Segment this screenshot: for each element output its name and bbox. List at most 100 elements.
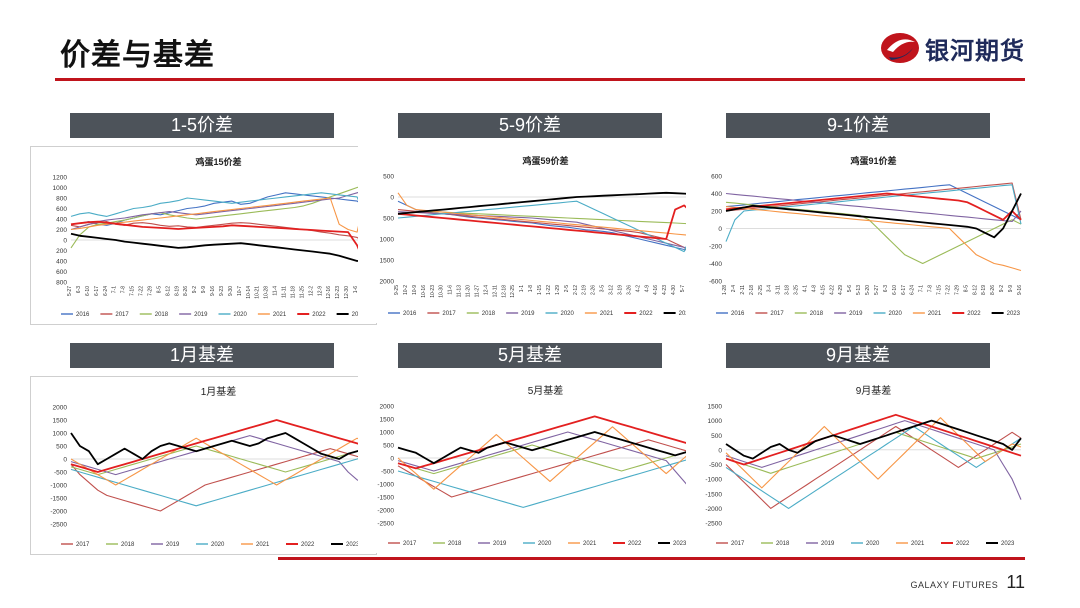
- x-tick-label: 5-6: [847, 285, 853, 292]
- y-tick-label: 1000: [380, 430, 395, 437]
- x-tick-label: 11-25: [299, 286, 305, 299]
- galaxy-logo-icon: [881, 33, 919, 63]
- legend-label: 2017: [403, 541, 417, 547]
- x-tick-label: 4-1: [802, 285, 808, 292]
- series-line-2022: [70, 419, 367, 473]
- legend-label: 2018: [482, 311, 496, 317]
- legend-label: 2019: [166, 542, 180, 548]
- y-tick-label: -2000: [377, 508, 394, 515]
- chart-title: 鸡蛋15价差: [194, 156, 241, 167]
- chart-frame: 5月基差 2000 1500 1000 500 0 -500 -1000 -1500 -2000 -…: [358, 376, 703, 553]
- legend-label: 2020: [561, 311, 575, 317]
- x-tick-label: 4-22: [829, 285, 835, 295]
- x-tick-label: 1-1: [519, 285, 525, 292]
- legend-label: 202: [679, 311, 690, 317]
- y-tick-label: 500: [56, 444, 67, 451]
- series-line-2020: [397, 457, 694, 508]
- y-tick-label: 2000: [53, 405, 68, 412]
- series-line-2017: [725, 425, 1022, 509]
- y-tick-label: 0: [390, 456, 394, 463]
- series-line-2017: [397, 439, 694, 498]
- y-tick-label: -2500: [705, 521, 722, 528]
- series-line-2020: [725, 425, 1022, 509]
- series-line-2017: [70, 448, 367, 512]
- y-tick-label: -1000: [50, 483, 67, 490]
- legend-label: 2017: [442, 311, 456, 317]
- x-tick-label: 6-17: [901, 285, 907, 295]
- series-line-2016: [725, 184, 1022, 221]
- x-tick-label: 1-29: [555, 285, 561, 295]
- x-tick-label: 1-28: [722, 285, 728, 295]
- series-line-2018: [70, 445, 367, 476]
- x-tick-label: 4-30: [671, 285, 677, 295]
- x-tick-label: 8-5: [963, 285, 969, 292]
- series-line-2023: [70, 232, 367, 262]
- y-tick-label: 1000: [53, 431, 68, 438]
- x-tick-label: 8-26: [990, 285, 996, 295]
- x-tick-label: 10-9: [412, 285, 418, 295]
- x-tick-label: 4-16: [653, 285, 659, 295]
- x-tick-label: 1-22: [546, 285, 552, 295]
- x-tick-label: 8-12: [165, 286, 171, 296]
- x-tick-label: 12-23: [335, 286, 341, 299]
- legend-label: 2022: [628, 541, 642, 547]
- x-tick-label: 6-17: [94, 286, 100, 296]
- y-tick-label: -600: [709, 279, 722, 286]
- x-tick-label: 6-3: [76, 286, 82, 293]
- x-tick-label: 10-28: [264, 286, 270, 299]
- legend-label: 2021: [928, 311, 942, 317]
- series-line-2021: [70, 192, 367, 233]
- panel-label: 1月基差: [70, 343, 334, 368]
- legend-label: 2020: [889, 311, 903, 317]
- series-line-2019: [70, 435, 367, 486]
- x-tick-label: 8-5: [156, 286, 162, 293]
- panel-basis-jan: 1月基差 1月基差 2000 1500 1000 500 0 -500 -1000 -1500 -…: [30, 343, 377, 563]
- series-line-2019: [70, 189, 367, 231]
- x-tick-label: 11-4: [273, 286, 279, 296]
- x-tick-label: 7-8: [928, 285, 934, 292]
- x-tick-label: 9-23: [219, 286, 225, 296]
- y-tick-label: 200: [56, 227, 67, 234]
- x-tick-label: 12-25: [510, 285, 516, 298]
- footer: GALAXY FUTURES 11: [910, 572, 1025, 593]
- x-tick-label: 4-23: [662, 285, 668, 295]
- legend-label: 2022: [639, 311, 653, 317]
- legend-label: 2022: [967, 311, 981, 317]
- legend-label: 2023: [346, 542, 360, 548]
- y-tick-label: 500: [711, 433, 722, 440]
- legend-label: 2017: [76, 542, 90, 548]
- series-line-2021: [725, 417, 1022, 489]
- legend-label: 2018: [776, 541, 790, 547]
- x-tick-label: 8-19: [174, 286, 180, 296]
- legend-label: 2022: [956, 541, 970, 547]
- x-tick-label: 7-15: [937, 285, 943, 295]
- x-tick-label: 5-27: [67, 286, 73, 296]
- page-title: 价差与基差: [60, 39, 215, 72]
- x-tick-label: 1-8: [528, 285, 534, 292]
- chart-frame: 1月基差 2000 1500 1000 500 0 -500 -1000 -1500 -2000 -…: [30, 376, 377, 555]
- x-tick-label: 11-11: [282, 286, 288, 298]
- x-tick-label: 6-10: [85, 286, 91, 296]
- series-line-2018: [397, 444, 694, 475]
- x-tick-label: 2-25: [758, 285, 764, 295]
- header-divider: [55, 78, 1025, 81]
- legend-label: 2017: [115, 312, 129, 318]
- x-tick-label: 4-2: [635, 285, 641, 292]
- x-tick-label: 1-15: [537, 285, 543, 295]
- x-tick-label: 4-29: [838, 285, 844, 295]
- x-tick-label: 4-9: [644, 285, 650, 292]
- x-tick-label: 8-12: [972, 285, 978, 295]
- legend-label: 2023: [673, 541, 687, 547]
- y-tick-label: 1000: [708, 418, 723, 425]
- panel-spread-5-9: 5-9价差 鸡蛋59价差 500 0 500 1000 1500 2000 9-25 10-2 1…: [358, 113, 703, 333]
- y-tick-label: -2000: [50, 509, 67, 516]
- series-line-2020: [397, 200, 694, 253]
- series-line-2022: [725, 192, 1022, 221]
- footer-divider: [278, 557, 1025, 560]
- x-tick-label: 7-15: [130, 286, 136, 296]
- chart-basis-sep: 9月基差 1500 1000 500 0 -500 -1000 -1500 -2000 -2500…: [705, 384, 1022, 547]
- series-line-2016: [70, 192, 367, 226]
- series-line-2021: [725, 206, 1022, 272]
- legend-label: 2021: [273, 312, 287, 318]
